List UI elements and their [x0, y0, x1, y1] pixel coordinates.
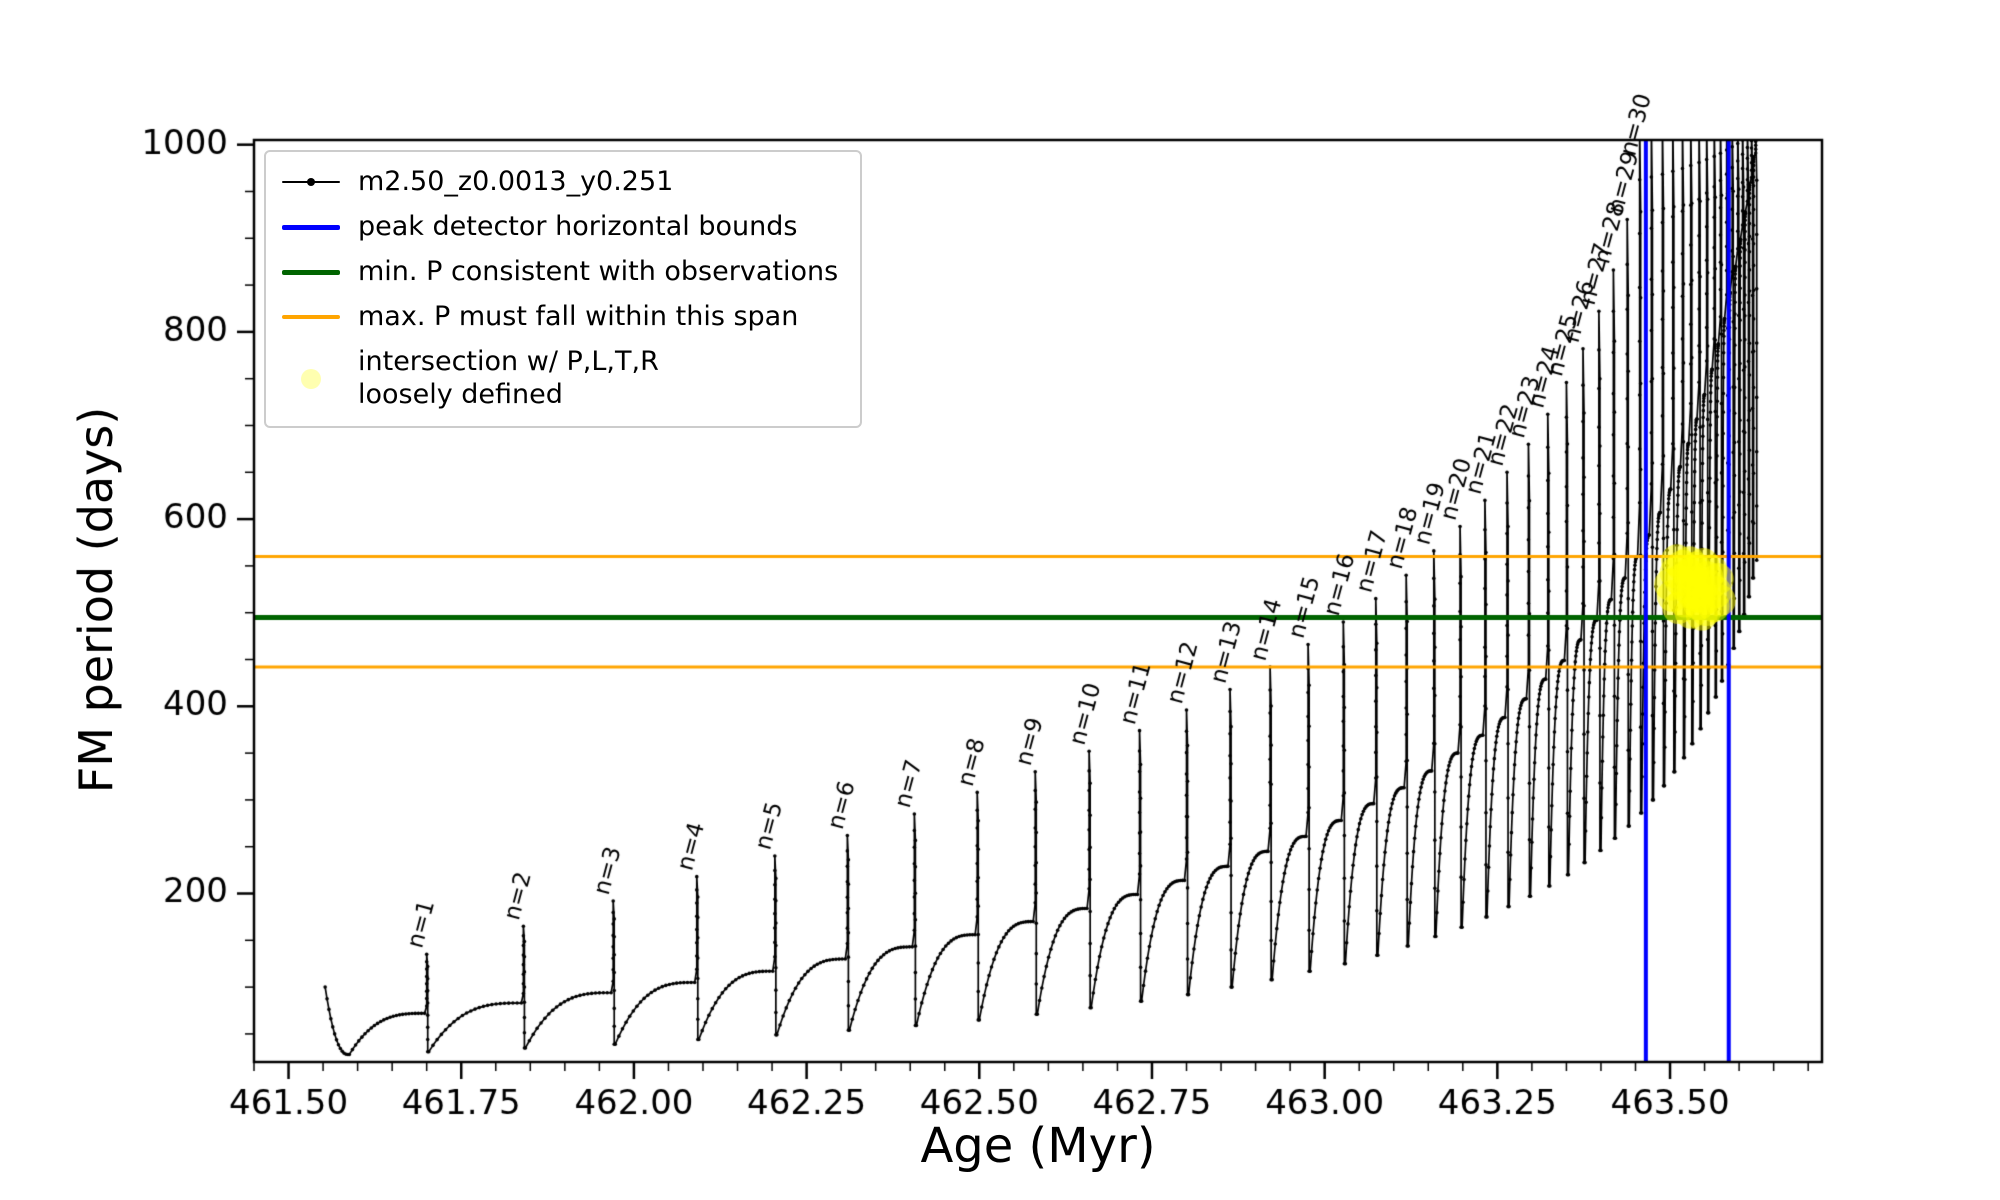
- legend-swatch-line-marker: [282, 168, 340, 196]
- legend-swatch-dot: [282, 365, 340, 393]
- legend-swatch-line: [282, 258, 340, 286]
- legend-label: peak detector horizontal bounds: [358, 210, 798, 242]
- legend-entry-4: intersection w/ P,L,T,R loosely defined: [282, 346, 838, 412]
- legend-swatch-line: [282, 303, 340, 331]
- legend-swatch-line: [282, 213, 340, 241]
- legend-entry-1: peak detector horizontal bounds: [282, 211, 838, 244]
- y-axis-label: FM period (days): [69, 406, 123, 794]
- legend-label: min. P consistent with observations: [358, 255, 839, 287]
- legend-entry-0: m2.50_z0.0013_y0.251: [282, 166, 838, 199]
- legend-label: m2.50_z0.0013_y0.251: [358, 166, 674, 197]
- legend-label: intersection w/ P,L,T,R loosely defined: [358, 345, 659, 410]
- legend-entry-2: min. P consistent with observations: [282, 256, 838, 289]
- x-axis-label: Age (Myr): [920, 1118, 1156, 1174]
- legend-label: max. P must fall within this span: [358, 300, 799, 332]
- legend-entry-3: max. P must fall within this span: [282, 301, 838, 334]
